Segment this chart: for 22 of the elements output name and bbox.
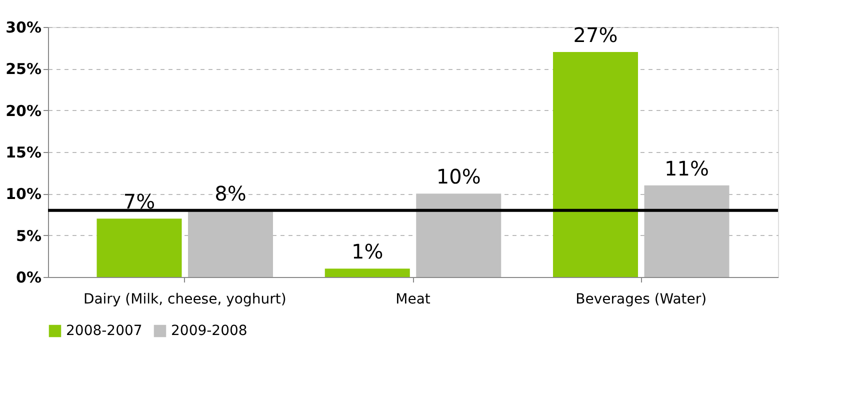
y-tick-label: 25% xyxy=(6,60,42,78)
data-label: 27% xyxy=(573,23,618,47)
legend-label: 2009-2008 xyxy=(171,323,248,339)
bar xyxy=(324,268,410,277)
y-tick-label: 10% xyxy=(6,185,42,204)
y-tick-label: 0% xyxy=(16,268,42,286)
x-tick-label: Meat xyxy=(396,292,431,308)
y-tick-label: 20% xyxy=(6,102,42,120)
bar xyxy=(96,218,182,277)
data-label: 7% xyxy=(123,190,156,214)
y-tick-label: 30% xyxy=(6,18,42,36)
legend-label: 2008-2007 xyxy=(66,323,142,339)
bar xyxy=(416,194,502,277)
y-tick-label: 5% xyxy=(16,226,42,245)
y-tick-label: 15% xyxy=(6,144,42,162)
bar xyxy=(553,52,638,277)
data-label: 10% xyxy=(436,164,481,189)
x-tick-label: Beverages (Water) xyxy=(576,292,707,308)
data-label: 11% xyxy=(664,156,709,180)
data-label: 8% xyxy=(214,181,246,206)
data-label: 1% xyxy=(352,240,384,264)
x-tick-label: Dairy (Milk, cheese, yoghurt) xyxy=(83,292,286,308)
